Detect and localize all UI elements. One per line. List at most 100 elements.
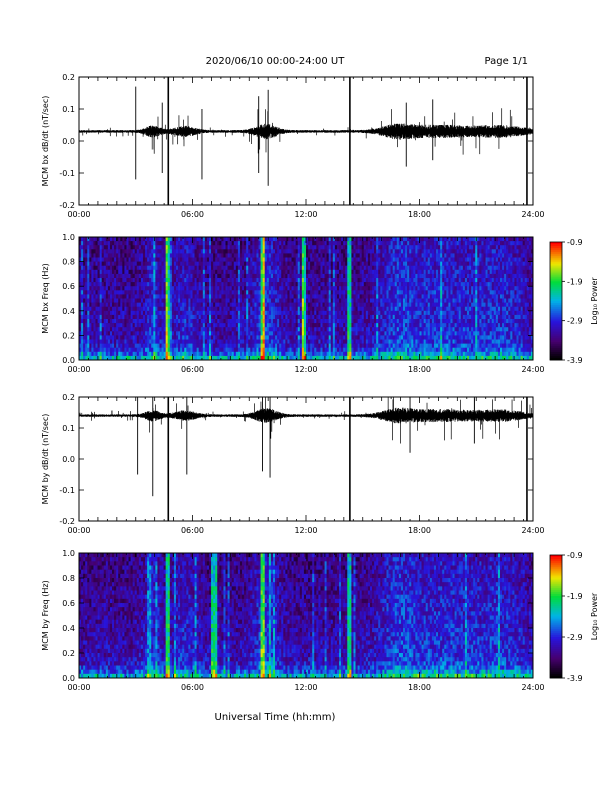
spectrogram-cell: [116, 253, 119, 258]
spectrogram-cell: [328, 278, 332, 283]
spectrogram-cell: [336, 298, 340, 303]
spectrogram-cell: [202, 310, 206, 316]
spectrogram-cell: [392, 294, 396, 299]
spectrogram-cell: [314, 265, 317, 271]
spectrogram-cell: [308, 335, 311, 340]
spectrogram-cell: [254, 306, 257, 312]
spectrogram-cell: [229, 273, 233, 279]
spectrogram-cell: [353, 343, 356, 348]
spectrogram-cell: [316, 237, 319, 242]
spectrogram-cell: [134, 323, 138, 328]
spectrogram-cell: [295, 241, 299, 246]
spectrogram-cell: [173, 253, 177, 258]
spectrogram-cell: [171, 265, 175, 271]
spectrogram-cell: [97, 278, 100, 283]
spectrogram-cell: [147, 286, 150, 291]
spectrogram-cell: [190, 351, 193, 357]
spectrogram-cell: [289, 253, 292, 258]
spectrogram-cell: [394, 278, 398, 283]
spectrogram-cell: [134, 249, 138, 254]
spectrogram-cell: [266, 319, 270, 324]
spectrogram-cell: [118, 282, 121, 287]
spectrogram-cell: [361, 290, 365, 295]
spectrogram-cell: [211, 302, 214, 307]
spectrogram-cell: [376, 282, 379, 287]
spectrogram-cell: [248, 241, 251, 246]
spectrogram-cell: [233, 339, 237, 344]
spectrogram-cell: [204, 298, 208, 303]
spectrogram-cell: [136, 335, 140, 340]
spectrogram-cell: [409, 269, 412, 275]
spectrogram-cell: [334, 306, 338, 312]
spectrogram-cell: [239, 249, 243, 254]
spectrogram-cell: [101, 294, 105, 299]
spectrogram-cell: [136, 282, 140, 287]
spectrogram-cell: [91, 286, 94, 291]
spectrogram-cell: [231, 347, 235, 353]
spectrogram-cell: [369, 343, 373, 348]
spectrogram-cell: [281, 249, 284, 254]
spectrogram-cell: [101, 327, 105, 332]
spectrogram-cell: [167, 319, 171, 324]
spectrogram-cell: [295, 298, 299, 303]
spectrogram-cell: [99, 343, 102, 348]
spectrogram-cell: [87, 298, 90, 303]
spectrogram-cell: [365, 298, 369, 303]
spectrogram-cell: [132, 306, 136, 312]
spectrogram-cell: [256, 257, 259, 262]
spectrogram-cell: [142, 319, 146, 324]
spectrogram-cell: [79, 351, 82, 357]
spectrogram-cell: [142, 290, 146, 295]
spectrogram-cell: [142, 335, 146, 340]
trace-path: [78, 108, 534, 155]
spectrogram-cell: [114, 339, 117, 344]
spectrogram-cell: [103, 257, 107, 262]
spectrogram-cell: [246, 294, 249, 299]
spectrogram-cell: [184, 257, 187, 262]
spectrogram-cell: [221, 335, 224, 340]
spectrogram-cell: [242, 314, 245, 320]
spectrogram-cell: [289, 335, 292, 340]
spectrogram-cell: [173, 331, 177, 336]
spectrogram-cell: [248, 331, 251, 336]
spectrogram-cell: [303, 249, 307, 254]
y-tick-label: 0.1: [62, 105, 75, 114]
spectrogram-cell: [239, 286, 243, 291]
spectrogram-cell: [221, 265, 224, 271]
spectrogram-cell: [316, 265, 319, 271]
spectrogram-cell: [223, 343, 226, 348]
spectrogram-cell: [264, 282, 268, 287]
spectrogram-cell: [297, 241, 301, 246]
spectrogram-cell: [341, 347, 344, 353]
spectrogram-cell: [248, 351, 251, 357]
spectrogram-cell: [239, 327, 243, 332]
spectrogram-cell: [169, 241, 173, 246]
spectrogram-cell: [126, 278, 129, 283]
spectrogram-cell: [266, 278, 270, 283]
spectrogram-cell: [396, 241, 400, 246]
spectrogram-cell: [196, 265, 199, 271]
spectrogram-cell: [369, 319, 373, 324]
spectrogram-cell: [376, 314, 379, 320]
spectrogram-cell: [93, 335, 96, 340]
spectrogram-cell: [297, 290, 301, 295]
spectrogram-cell: [87, 335, 90, 340]
spectrogram-cell: [124, 294, 127, 299]
spectrogram-cell: [306, 249, 309, 254]
spectrogram-cell: [386, 294, 389, 299]
spectrogram-cell: [196, 286, 199, 291]
spectrogram-cell: [256, 319, 259, 324]
spectrogram-cell: [221, 339, 224, 344]
spectrogram-cell: [124, 237, 127, 242]
spectrogram-cell: [209, 286, 212, 291]
spectrogram-cell: [237, 249, 241, 254]
spectrogram-cell: [275, 331, 278, 336]
spectrogram-cell: [190, 241, 193, 246]
spectrogram-cell: [345, 310, 348, 316]
spectrogram-cell: [145, 351, 148, 357]
spectrogram-cell: [357, 257, 360, 262]
spectrogram-cell: [194, 339, 197, 344]
spectrogram-cell: [270, 269, 274, 275]
spectrogram-cell: [122, 253, 125, 258]
spectrogram-cell: [173, 355, 177, 361]
